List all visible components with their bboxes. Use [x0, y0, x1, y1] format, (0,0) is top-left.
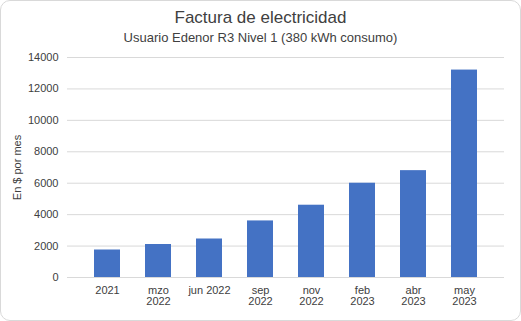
svg-text:0: 0 — [52, 271, 58, 283]
svg-text:En $ por mes: En $ por mes — [11, 134, 23, 200]
svg-text:jun 2022: jun 2022 — [187, 284, 230, 296]
svg-text:10000: 10000 — [28, 114, 59, 126]
html-text:Factura de electricidad: Factura de electricidad — [174, 8, 347, 27]
svg-text:8000: 8000 — [34, 145, 58, 157]
svg-text:12000: 12000 — [28, 82, 59, 94]
svg-text:4000: 4000 — [34, 208, 58, 220]
svg-text:abr2023: abr2023 — [401, 284, 425, 307]
svg-text:2000: 2000 — [34, 240, 58, 252]
svg-text:mzo2022: mzo2022 — [146, 284, 170, 307]
svg-text:may2023: may2023 — [452, 284, 476, 307]
svg-text:2021: 2021 — [95, 284, 119, 296]
html-text:Usuario Edenor R3 Nivel 1 (380: Usuario Edenor R3 Nivel 1 (380 kWh consu… — [123, 30, 398, 45]
svg-text:nov2022: nov2022 — [299, 284, 323, 307]
svg-text:feb2023: feb2023 — [350, 284, 374, 307]
svg-text:sep2022: sep2022 — [248, 284, 272, 307]
svg-text:14000: 14000 — [28, 51, 59, 63]
svg-text:6000: 6000 — [34, 177, 58, 189]
